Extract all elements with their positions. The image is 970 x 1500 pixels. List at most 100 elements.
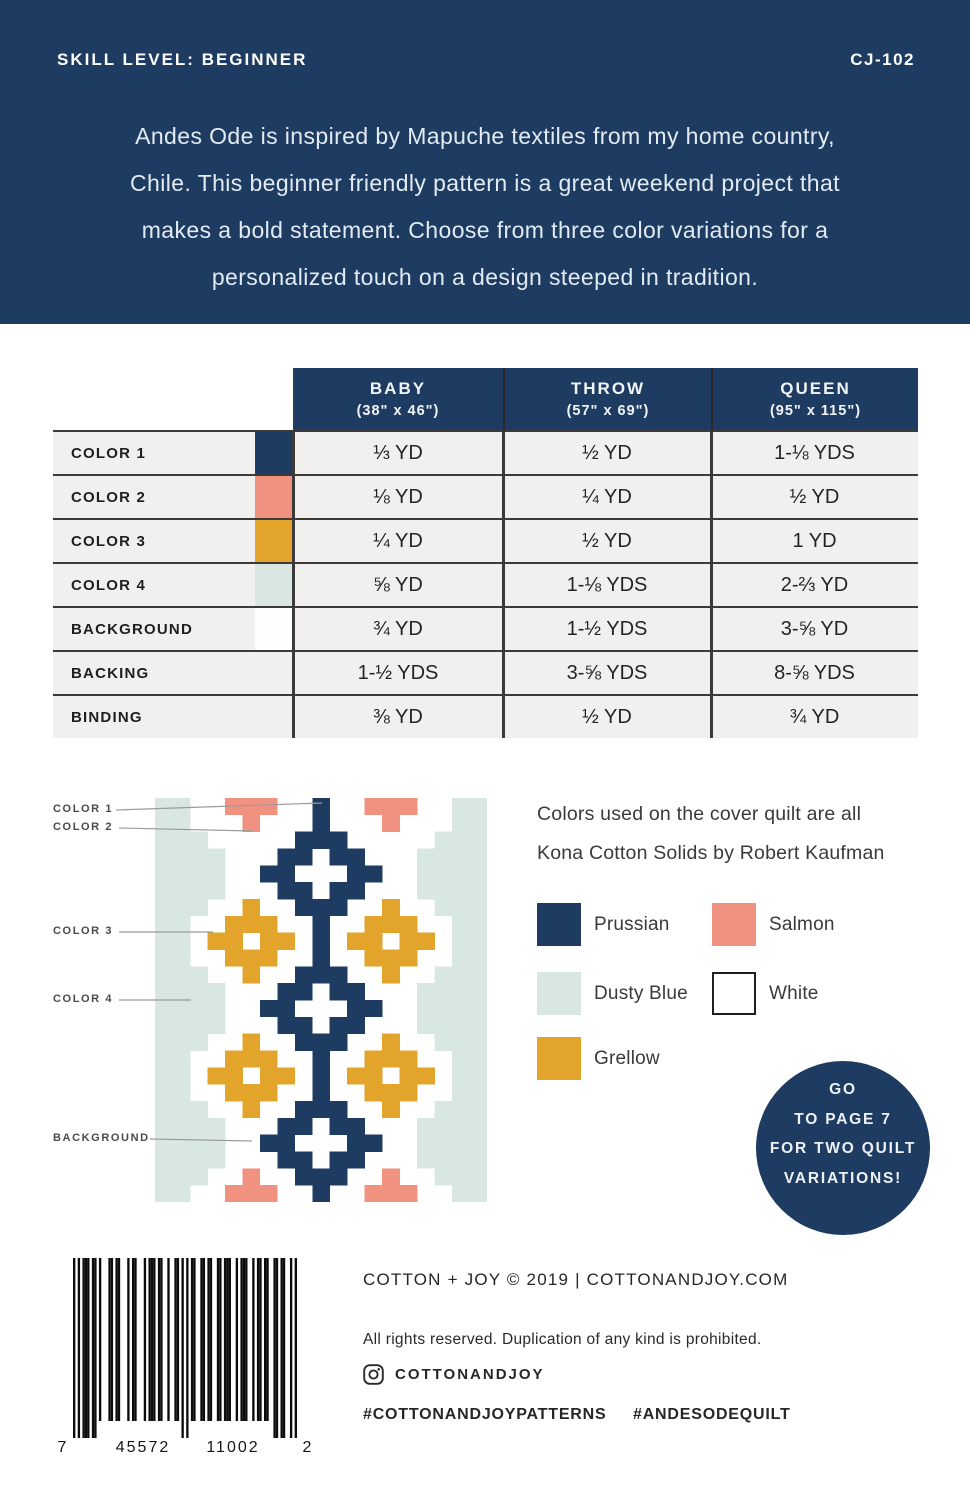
size-name: QUEEN [780,379,851,398]
barcode-digit-group: 11002 [206,1439,259,1456]
yardage-cell: ¾ YD [373,617,423,640]
column-divider [292,430,295,738]
badge-line: GO [829,1081,857,1098]
barcode-bars [73,1258,297,1438]
legend-swatch [537,1037,581,1080]
legend-label: Grellow [594,1047,660,1069]
color-swatch [255,564,293,606]
quilt-label: COLOR 1 [53,803,114,815]
yardage-cell: 1-⅛ YDS [774,441,855,464]
hero-banner: SKILL LEVEL: BEGINNER CJ-102 Andes Ode i… [0,0,970,324]
legend-swatch [712,972,756,1015]
table-row: BACKING 1-½ YDS 3-⅝ YDS 8-⅝ YDS [53,650,918,694]
table-body: COLOR 1 ⅓ YD ½ YD 1-⅛ YDS COLOR 2 ⅛ YD ¼ YD ½ Y… [53,430,918,738]
description-line: Chile. This beginner friendly pattern is… [130,170,840,196]
row-label: COLOR 4 [71,576,147,594]
instagram-row: COTTONANDJOY [363,1364,545,1385]
row-label: BINDING [71,708,143,726]
table-row: COLOR 1 ⅓ YD ½ YD 1-⅛ YDS [53,430,918,474]
yardage-cell: ¼ YD [582,485,632,508]
barcode-digit-group: 7 [58,1439,69,1456]
yardage-cell: 8-⅝ YDS [774,661,855,684]
yardage-cell: 1-½ YDS [566,617,648,640]
yardage-cell: ⅜ YD [373,705,423,728]
yardage-cell: 3-⅝ YDS [566,661,648,684]
row-label: BACKGROUND [71,620,193,638]
description-line: Andes Ode is inspired by Mapuche textile… [135,123,835,149]
yardage-cell: ¾ YD [789,705,840,728]
quilt-label: BACKGROUND [53,1132,150,1144]
quilt-label: COLOR 2 [53,821,114,833]
table-header-row: BABY (38" x 46") THROW (57" x 69") QUEEN (95"… [293,368,918,430]
legend-swatch [537,903,581,946]
legend-item: White [712,972,819,1015]
description-line: personalized touch on a design steeped i… [211,264,759,290]
instagram-icon [363,1364,384,1385]
row-label: COLOR 3 [71,532,147,550]
skill-level-label: SKILL LEVEL: BEGINNER [57,50,308,69]
size-dimensions: (57" x 69") [566,403,650,419]
kona-note: Colors used on the cover quilt are all K… [537,795,937,873]
table-row: COLOR 4 ⅝ YD 1-⅛ YDS 2-⅔ YD [53,562,918,606]
barcode: 7 45572 11002 2 [58,1258,314,1456]
table-row: COLOR 3 ¼ YD ½ YD 1 YD [53,518,918,562]
rights-line: All rights reserved. Duplication of any … [363,1331,762,1348]
yardage-cell: ½ YD [789,485,840,508]
size-name: BABY [369,379,427,398]
size-dimensions: (38" x 46") [356,403,440,419]
legend-label: Salmon [769,913,835,935]
color-swatch [255,652,293,694]
hashtag-quilt: #ANDESODEQUILT [633,1406,791,1423]
row-label: COLOR 2 [71,488,147,506]
yardage-cell: 2-⅔ YD [780,573,849,596]
table-row: COLOR 2 ⅛ YD ¼ YD ½ YD [53,474,918,518]
column-divider [710,430,713,738]
legend-label: White [769,982,819,1004]
legend-item: Salmon [712,903,835,946]
instagram-handle: COTTONANDJOY [395,1366,545,1383]
badge-text: GO TO PAGE 7 FOR TWO QUILT VARIATIONS! [770,1075,916,1193]
yardage-cell: ⅛ YD [373,485,423,508]
description-line: makes a bold statement. Choose from thre… [141,217,829,243]
copyright-line: COTTON + JOY © 2019 | COTTONANDJOY.COM [363,1270,789,1289]
badge-line: FOR TWO QUILT [769,1140,917,1157]
row-label: COLOR 1 [71,444,147,462]
size-name: THROW [570,379,646,398]
legend-swatch [537,972,581,1015]
size-dimensions: (95" x 115") [769,403,862,419]
yardage-cell: 1-⅛ YDS [566,573,648,596]
table-header-cell: QUEEN (95" x 115") [711,368,918,430]
barcode-digit-group: 2 [303,1439,314,1456]
yardage-cell: ½ YD [582,441,632,464]
quilt-pattern-svg [155,798,487,1202]
color-swatch [255,432,293,474]
color-swatch [255,696,293,738]
color-swatch [255,608,293,650]
legend-item: Dusty Blue [537,972,688,1015]
legend-swatch [712,903,756,946]
page-badge: GO TO PAGE 7 FOR TWO QUILT VARIATIONS! [756,1061,930,1235]
yardage-cell: ½ YD [582,705,632,728]
row-label: BACKING [71,664,150,682]
column-divider [502,430,505,738]
yardage-cell: 1 YD [792,529,837,552]
color-swatch [255,476,293,518]
yardage-table: BABY (38" x 46") THROW (57" x 69") QUEEN (95"… [53,368,918,738]
quilt-label: COLOR 3 [53,925,114,937]
hashtag-patterns: #COTTONANDJOYPATTERNS [363,1406,607,1423]
pattern-id: CJ-102 [850,50,915,69]
table-header-cell: BABY (38" x 46") [293,368,503,430]
kona-note-line: Kona Cotton Solids by Robert Kaufman [537,842,885,864]
yardage-cell: ¼ YD [373,529,423,552]
yardage-cell: ½ YD [582,529,632,552]
yardage-cell: ⅓ YD [373,441,423,464]
kona-note-line: Colors used on the cover quilt are all [537,803,862,825]
pattern-description: Andes Ode is inspired by Mapuche textile… [0,113,970,301]
legend-item: Prussian [537,903,670,946]
yardage-cell: ⅝ YD [373,573,423,596]
yardage-cell: 3-⅝ YD [780,617,849,640]
barcode-digit-group: 45572 [116,1439,171,1456]
table-header-cell: THROW (57" x 69") [503,368,711,430]
quilt-label: COLOR 4 [53,993,114,1005]
